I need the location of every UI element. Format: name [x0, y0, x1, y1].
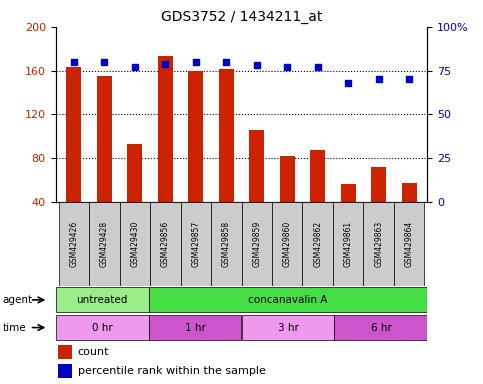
Point	[375, 76, 383, 83]
Text: GSM429856: GSM429856	[161, 221, 170, 267]
Bar	[310, 150, 326, 202]
Text: GDS3752 / 1434211_at: GDS3752 / 1434211_at	[161, 10, 322, 23]
Bar	[188, 71, 203, 202]
Text: GSM429858: GSM429858	[222, 221, 231, 267]
Text: concanavalin A: concanavalin A	[248, 295, 327, 305]
Bar	[371, 167, 386, 202]
Text: GSM429859: GSM429859	[252, 221, 261, 267]
Bar	[302, 202, 333, 286]
Text: GSM429862: GSM429862	[313, 221, 322, 267]
Point	[284, 64, 291, 70]
Text: 6 hr: 6 hr	[370, 323, 391, 333]
Text: 3 hr: 3 hr	[278, 323, 298, 333]
Bar	[401, 183, 417, 202]
Bar	[58, 364, 72, 378]
Point	[405, 76, 413, 83]
Text: GSM429430: GSM429430	[130, 221, 139, 267]
Bar	[242, 202, 272, 286]
Text: GSM429426: GSM429426	[70, 221, 78, 267]
Point	[314, 64, 322, 70]
Bar	[219, 70, 234, 202]
Bar	[211, 202, 242, 286]
Bar	[56, 315, 149, 340]
Bar	[149, 288, 427, 312]
Text: GSM429863: GSM429863	[374, 221, 383, 267]
Bar	[97, 76, 112, 202]
Text: 0 hr: 0 hr	[92, 323, 113, 333]
Text: GSM429861: GSM429861	[344, 221, 353, 267]
Bar	[66, 67, 82, 202]
Bar	[58, 202, 89, 286]
Bar	[334, 315, 427, 340]
Text: time: time	[2, 323, 26, 333]
Bar	[120, 202, 150, 286]
Text: GSM429860: GSM429860	[283, 221, 292, 267]
Bar	[149, 315, 242, 340]
Bar	[341, 184, 356, 202]
Text: 1 hr: 1 hr	[185, 323, 205, 333]
Bar	[89, 202, 120, 286]
Point	[253, 62, 261, 68]
Bar	[280, 156, 295, 202]
Bar	[127, 144, 142, 202]
Bar	[272, 202, 302, 286]
Point	[192, 59, 199, 65]
Point	[100, 59, 108, 65]
Bar	[363, 202, 394, 286]
Text: GSM429864: GSM429864	[405, 221, 413, 267]
Bar	[249, 129, 264, 202]
Text: GSM429857: GSM429857	[191, 221, 200, 267]
Bar	[150, 202, 181, 286]
Point	[70, 59, 78, 65]
Point	[161, 61, 169, 67]
Point	[344, 80, 352, 86]
Text: GSM429428: GSM429428	[100, 221, 109, 267]
Point	[131, 64, 139, 70]
Point	[222, 59, 230, 65]
Bar	[58, 345, 72, 359]
Text: untreated: untreated	[76, 295, 128, 305]
Text: agent: agent	[2, 295, 32, 305]
Bar	[181, 202, 211, 286]
Bar	[333, 202, 363, 286]
Bar	[242, 315, 334, 340]
Text: count: count	[78, 347, 109, 357]
Bar	[157, 56, 173, 202]
Bar	[56, 288, 149, 312]
Text: percentile rank within the sample: percentile rank within the sample	[78, 366, 266, 376]
Bar	[394, 202, 425, 286]
